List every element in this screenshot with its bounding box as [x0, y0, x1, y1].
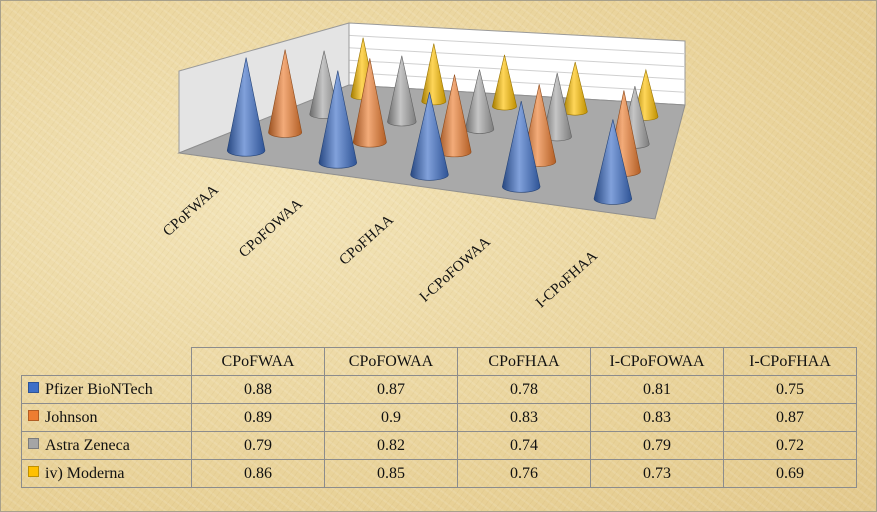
gridline	[348, 47, 686, 68]
table-column-header: CPoFHAA	[457, 347, 591, 376]
legend-swatch	[28, 465, 39, 477]
series-name: Pfizer BioNTech	[45, 380, 153, 398]
table-row: Pfizer BioNTech 0.88 0.87 0.78 0.81 0.75	[21, 375, 857, 404]
cone-johnson-1	[352, 58, 387, 148]
category-label: CPoFWAA	[160, 182, 222, 240]
table-row: Astra Zeneca 0.79 0.82 0.74 0.79 0.72	[21, 431, 857, 460]
legend-swatch	[28, 381, 39, 393]
table-cell: 0.79	[191, 431, 325, 460]
cone-pfizer-biontech-2	[410, 92, 449, 181]
table-cell: 0.86	[191, 459, 325, 488]
cone-pfizer-biontech-4	[593, 119, 633, 205]
table-cell: 0.83	[457, 403, 591, 432]
cone-pfizer-biontech-0	[226, 57, 266, 157]
table-column-header: I-CPoFOWAA	[590, 347, 724, 376]
table-cell: 0.73	[590, 459, 724, 488]
table-cell: 0.88	[191, 375, 325, 404]
cone-johnson-0	[268, 49, 303, 138]
series-name: Johnson	[45, 408, 98, 426]
table-cell: 0.85	[324, 459, 458, 488]
legend-entry: iv) Moderna	[21, 459, 192, 488]
category-label: CPoFHAA	[336, 212, 396, 269]
table-column-header: CPoFWAA	[191, 347, 325, 376]
table-cell: 0.72	[723, 431, 857, 460]
chart-data-table: CPoFWAA CPoFOWAA CPoFHAA I-CPoFOWAA I-CPoFHA…	[21, 347, 857, 488]
table-column-header: I-CPoFHAA	[723, 347, 857, 376]
table-body: Pfizer BioNTech 0.88 0.87 0.78 0.81 0.75 Johns…	[21, 375, 857, 488]
cone-astra-zeneca-1	[387, 55, 417, 127]
cone-pfizer-biontech-3	[502, 100, 541, 193]
gridline	[348, 34, 686, 55]
cone-iv-moderna-1	[421, 43, 447, 106]
table-row: iv) Moderna 0.86 0.85 0.76 0.73 0.69	[21, 459, 857, 488]
table-cell: 0.87	[723, 403, 857, 432]
cone-chart-plot: CPoFWAA CPoFOWAA CPoFHAA I-CPoFOWAA I-CPoFHA…	[160, 22, 686, 311]
cone-iv-moderna-2	[492, 54, 517, 111]
category-label: I-CPoFHAA	[533, 248, 601, 311]
series-name: Astra Zeneca	[45, 436, 130, 454]
table-cell: 0.78	[457, 375, 591, 404]
table-cell: 0.74	[457, 431, 591, 460]
legend-entry: Astra Zeneca	[21, 431, 192, 460]
table-corner-cell	[21, 347, 192, 376]
cone-pfizer-biontech-1	[318, 70, 357, 169]
legend-entry: Johnson	[21, 403, 192, 432]
table-cell: 0.87	[324, 375, 458, 404]
category-label: I-CPoFOWAA	[417, 234, 494, 306]
table-cell: 0.9	[324, 403, 458, 432]
table-cell: 0.81	[590, 375, 724, 404]
table-header-row: CPoFWAA CPoFOWAA CPoFHAA I-CPoFOWAA I-CPoFHA…	[21, 347, 857, 376]
table-cell: 0.69	[723, 459, 857, 488]
table-column-header: CPoFOWAA	[324, 347, 458, 376]
table-cell: 0.83	[590, 403, 724, 432]
legend-entry: Pfizer BioNTech	[21, 375, 192, 404]
gridline	[348, 59, 686, 80]
series-name: iv) Moderna	[45, 464, 125, 482]
legend-swatch	[28, 409, 39, 421]
table-cell: 0.89	[191, 403, 325, 432]
chart-cones	[226, 37, 659, 205]
legend-swatch	[28, 437, 39, 449]
table-row: Johnson 0.89 0.9 0.83 0.83 0.87	[21, 403, 857, 432]
table-cell: 0.75	[723, 375, 857, 404]
table-cell: 0.82	[324, 431, 458, 460]
table-cell: 0.76	[457, 459, 591, 488]
table-cell: 0.79	[590, 431, 724, 460]
category-label: CPoFOWAA	[236, 196, 306, 261]
